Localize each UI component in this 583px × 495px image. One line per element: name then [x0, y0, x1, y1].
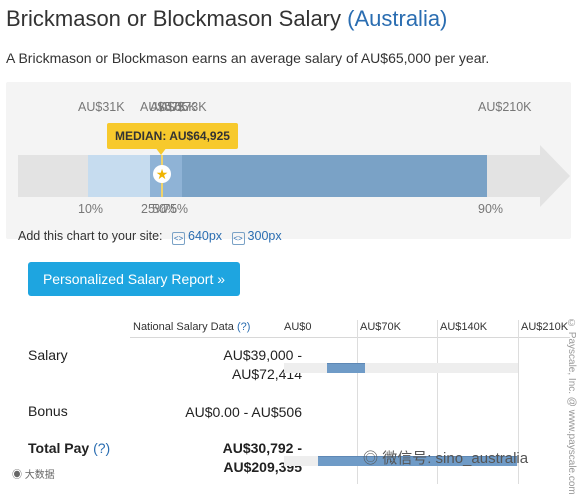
gridline-210k	[518, 320, 519, 484]
corner-watermark-text: 大数据	[24, 470, 55, 481]
gridline-70k	[357, 320, 358, 484]
salary-row-label: Salary	[28, 347, 68, 363]
tick-bottom-10: 10%	[78, 202, 104, 216]
axis-tick-140k: AU$140K	[440, 321, 488, 333]
embed-chart-row: Add this chart to your site: <> 640px <> 3…	[18, 229, 282, 245]
weibo-icon: ◉	[12, 470, 22, 481]
tick-bottom-75: 75%	[163, 202, 189, 216]
star-icon: ★	[153, 165, 171, 183]
tick-bottom-90: 90%	[478, 202, 504, 216]
national-salary-data-header: National Salary Data (?)	[133, 321, 250, 333]
total-pay-range-line1: AU$30,792 -	[222, 440, 302, 456]
salary-range-line2: AU$72,414	[231, 366, 302, 382]
personalized-salary-report-button[interactable]: Personalized Salary Report »	[28, 262, 240, 296]
range-arrow-head	[540, 145, 570, 207]
tick-bottom-25: 25%	[141, 202, 167, 216]
salary-range-line1: AU$39,000 -	[223, 347, 302, 363]
total-pay-range-line2: AU$209,395	[223, 459, 302, 475]
national-salary-help-link[interactable]: (?)	[236, 321, 251, 333]
salary-range-track	[284, 363, 518, 373]
national-salary-data-label: National Salary Data	[133, 321, 234, 333]
tick-top-25: AU$57K	[140, 100, 187, 114]
bonus-row-label: Bonus	[28, 403, 68, 419]
page-title: Brickmason or Blockmason Salary (Austral…	[6, 6, 447, 32]
embed-code-icon: <>	[172, 232, 185, 245]
median-badge: MEDIAN: AU$64,925	[107, 123, 238, 149]
embed-code-icon: <>	[231, 232, 245, 245]
bonus-row-value: AU$0.00 - AU$506	[185, 404, 302, 420]
wechat-id: 微信号: sino_australia	[382, 450, 529, 467]
wechat-watermark: ◎ 微信号: sino_australia	[363, 447, 528, 468]
job-title: Brickmason or Blockmason Salary	[6, 6, 342, 31]
embed-prompt: Add this chart to your site:	[18, 229, 163, 243]
total-pay-row-value: AU$30,792 - AU$209,395	[122, 439, 302, 477]
median-badge-pointer	[155, 147, 167, 155]
gridline-140k	[437, 320, 438, 484]
total-pay-help-link[interactable]: (?)	[93, 440, 111, 456]
total-pay-row-label: Total Pay (?)	[28, 440, 110, 456]
axis-tick-210k: AU$210K	[521, 321, 569, 333]
location-link[interactable]: (Australia)	[347, 6, 448, 31]
wechat-icon: ◎	[363, 450, 379, 467]
tick-top-50: AU$65K	[150, 100, 197, 114]
table-header-divider	[130, 337, 570, 338]
tick-top-10: AU$31K	[78, 100, 125, 114]
salary-row-value: AU$39,000 - AU$72,414	[122, 346, 302, 384]
embed-300-link[interactable]: 300px	[247, 229, 282, 243]
corner-watermark: ◉ 大数据	[12, 466, 55, 481]
axis-tick-0: AU$0	[284, 321, 312, 333]
total-pay-range-bar	[318, 456, 518, 466]
embed-640-link[interactable]: 640px	[188, 229, 223, 243]
tick-bottom-50: 50%	[152, 202, 178, 216]
payscale-copyright: © Payscale, Inc. @ www.payscale.com	[566, 318, 577, 495]
percentile-band-75-90	[182, 155, 487, 197]
average-salary-summary: A Brickmason or Blockmason earns an aver…	[6, 50, 490, 66]
total-pay-label: Total Pay	[28, 440, 90, 456]
tick-top-90: AU$210K	[478, 100, 532, 114]
salary-range-bar	[327, 363, 365, 373]
tick-top-75: AU$73K	[160, 100, 207, 114]
axis-tick-70k: AU$70K	[360, 321, 401, 333]
